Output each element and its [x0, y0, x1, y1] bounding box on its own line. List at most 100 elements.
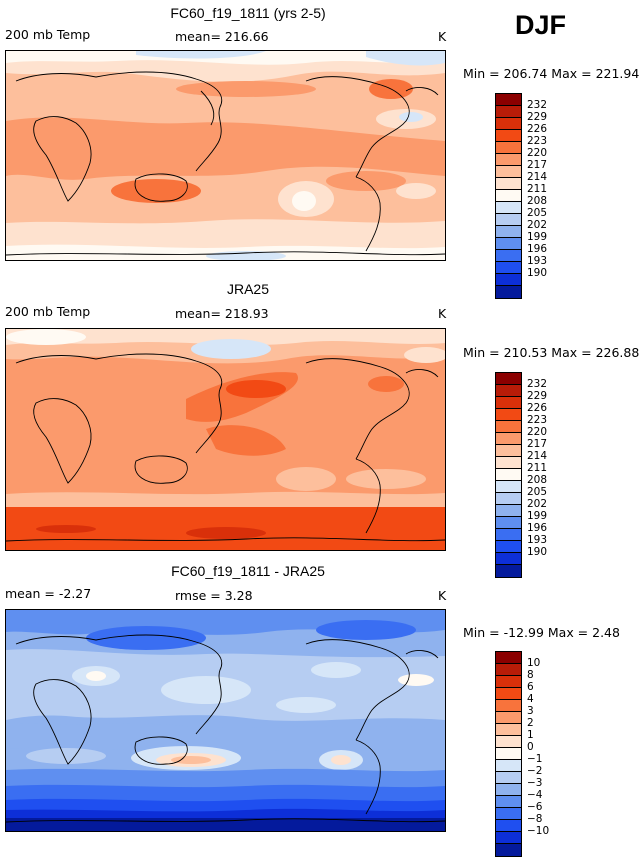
colorbar-swatch: [496, 808, 521, 820]
colorbar-swatch: [496, 445, 521, 457]
colorbar-tick-label: 232: [527, 99, 548, 111]
colorbar-tick-label: 190: [527, 546, 548, 558]
colorbar-swatch: [496, 481, 521, 493]
colorbar-swatch: [496, 676, 521, 688]
colorbar-tick-label: 214: [527, 171, 548, 183]
mean-label: mean= 216.66: [175, 29, 269, 44]
colorbar-tick-label: 223: [527, 135, 548, 147]
units-label: K: [438, 306, 447, 321]
colorbar-tick-label: −10: [527, 825, 550, 837]
colorbar-swatch: [496, 250, 521, 262]
minmax-label: Min = -12.99 Max = 2.48: [463, 625, 620, 640]
map-canvas: [6, 51, 445, 260]
colorbar-swatch: [496, 493, 521, 505]
colorbar-tick-label: 211: [527, 183, 548, 195]
rmse-label: rmse = 3.28: [175, 588, 253, 603]
colorbar-swatch: [496, 397, 521, 409]
colorbar-swatch: [496, 118, 521, 130]
colorbar-tick-label: 220: [527, 426, 548, 438]
colorbar-tick-label: −2: [527, 765, 543, 777]
colorbar-tick-label: 2: [527, 717, 534, 729]
colorbar-swatch: [496, 457, 521, 469]
colorbar-tick-label: 3: [527, 705, 534, 717]
colorbar-swatch: [496, 409, 521, 421]
colorbar-tick-label: −3: [527, 777, 543, 789]
colorbar-swatch: [496, 760, 521, 772]
colorbar-tick-label: 208: [527, 195, 548, 207]
colorbar-swatch: [496, 286, 521, 298]
colorbar-swatch: [496, 736, 521, 748]
colorbar-tick-label: 196: [527, 243, 548, 255]
colorbar-swatch: [496, 190, 521, 202]
colorbar-swatch: [496, 529, 521, 541]
colorbar-swatch: [496, 166, 521, 178]
colorbar-swatch: [496, 274, 521, 286]
colorbar-tick-label: 4: [527, 693, 534, 705]
colorbar-swatches: [496, 652, 521, 856]
colorbar-swatch: [496, 469, 521, 481]
map-reanalysis-temp: [5, 328, 446, 551]
colorbar-swatch: [496, 541, 521, 553]
colorbar-tick-label: 211: [527, 462, 548, 474]
map-canvas: [6, 329, 445, 550]
colorbar-swatch: [496, 94, 521, 106]
map-canvas: [6, 610, 445, 831]
mean-label: mean = -2.27: [5, 586, 92, 601]
colorbar-swatch: [496, 178, 521, 190]
colorbar-tick-label: 190: [527, 267, 548, 279]
colorbar-tick-label: 229: [527, 111, 548, 123]
units-label: K: [438, 588, 447, 603]
mean-label: mean= 218.93: [175, 306, 269, 321]
colorbar-tick-label: 199: [527, 231, 548, 243]
colorbar-tick-label: 193: [527, 534, 548, 546]
colorbar-swatch: [496, 652, 521, 664]
colorbar-tick-label: 202: [527, 498, 548, 510]
colorbar-swatch: [496, 553, 521, 565]
colorbar-swatch: [496, 820, 521, 832]
colorbar-tick-label: 217: [527, 159, 548, 171]
minmax-label: Min = 210.53 Max = 226.88: [463, 345, 640, 360]
colorbar-tick-label: 220: [527, 147, 548, 159]
map-difference: [5, 609, 446, 832]
colorbar: [495, 372, 522, 578]
colorbar-swatch: [496, 421, 521, 433]
colorbar-swatch: [496, 700, 521, 712]
colorbar-swatch: [496, 154, 521, 166]
colorbar-swatches: [496, 94, 521, 298]
minmax-label: Min = 206.74 Max = 221.94: [463, 66, 640, 81]
colorbar-tick-label: 1: [527, 729, 534, 741]
colorbar-tick-label: 232: [527, 378, 548, 390]
colorbar-tick-label: −8: [527, 813, 543, 825]
colorbar-tick-label: 202: [527, 219, 548, 231]
colorbar-swatch: [496, 712, 521, 724]
colorbar-swatch: [496, 724, 521, 736]
colorbar-swatch: [496, 517, 521, 529]
colorbar-swatch: [496, 202, 521, 214]
colorbar-swatch: [496, 142, 521, 154]
colorbar-tick-label: 0: [527, 741, 534, 753]
variable-label: 200 mb Temp: [5, 304, 91, 319]
colorbar: [495, 93, 522, 299]
colorbar-swatch: [496, 796, 521, 808]
colorbar-tick-label: 223: [527, 414, 548, 426]
units-label: K: [438, 29, 447, 44]
panel-title: JRA25: [226, 281, 270, 297]
colorbar-tick-label: 208: [527, 474, 548, 486]
colorbar-swatch: [496, 505, 521, 517]
variable-label: 200 mb Temp: [5, 27, 91, 42]
colorbar-swatch: [496, 433, 521, 445]
colorbar-swatch: [496, 748, 521, 760]
panel-title: FC60_f19_1811 (yrs 2-5): [170, 5, 326, 21]
colorbar-tick-label: 10: [527, 657, 541, 669]
colorbar-swatch: [496, 565, 521, 577]
colorbar-swatch: [496, 262, 521, 274]
colorbar-swatch: [496, 214, 521, 226]
colorbar-swatch: [496, 772, 521, 784]
colorbar-swatch: [496, 385, 521, 397]
colorbar-swatch: [496, 832, 521, 844]
colorbar-tick-label: −1: [527, 753, 543, 765]
colorbar-tick-label: 8: [527, 669, 534, 681]
colorbar-tick-label: 226: [527, 123, 548, 135]
colorbar-tick-label: 196: [527, 522, 548, 534]
colorbar-swatches: [496, 373, 521, 577]
